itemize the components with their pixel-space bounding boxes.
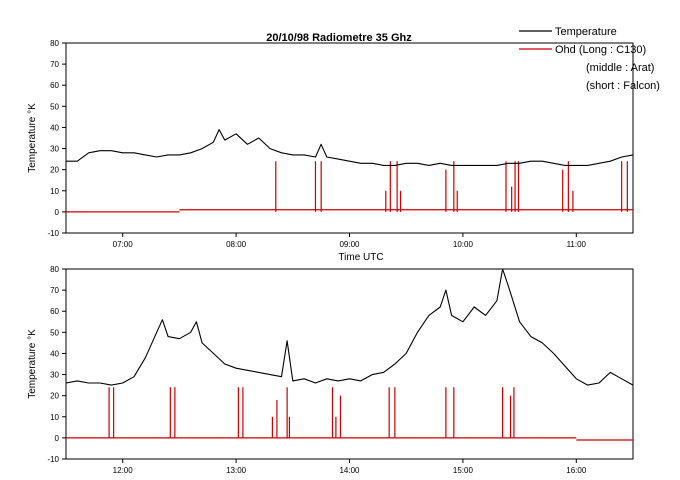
bottom-y-tick-label: 40 [50,349,59,358]
top-y-tick-label: -10 [47,229,59,238]
bottom-y-tick-label: 20 [50,392,59,401]
bottom-x-tick-label: 14:00 [339,466,360,475]
top-x-tick-label: 07:00 [113,240,134,249]
top-x-tick-label: 11:00 [567,240,587,249]
top-y-tick-label: 20 [50,166,59,175]
bottom-y-axis-label: Temperature °K [27,329,38,399]
bottom-x-tick-label: 15:00 [453,466,474,475]
bottom-y-tick-label: 30 [50,371,59,380]
bottom-y-tick-label: 80 [50,265,59,274]
bottom-y-tick-label: 60 [50,307,59,316]
legend-label-temperature: Temperature [555,26,617,38]
top-panel: Temperature °K Time UTC -10 0 10 20 30 40 50 60… [27,39,634,263]
bottom-plot-frame [65,268,634,460]
top-y-tick-label: 0 [55,208,60,217]
top-y-tick-label: 80 [50,39,59,48]
bottom-y-tick-label: 70 [50,286,59,295]
bottom-y-tick-label: 50 [50,328,59,337]
chart-title: 20/10/98 Radiometre 35 Ghz [266,32,412,44]
top-plot-frame [65,42,634,234]
bottom-y-tick-label: -10 [47,455,59,464]
bottom-temperature-line [65,268,634,386]
legend-label-ohd: Ohd (Long : C130) [555,44,646,56]
top-y-tick-label: 10 [50,187,59,196]
bottom-panel: Temperature °K -10 0 10 20 30 40 50 60 70 80 12:00… [27,265,634,475]
top-y-tick-label: 30 [50,145,59,154]
bottom-x-tick-label: 13:00 [226,466,247,475]
bottom-x-tick-label: 16:00 [566,466,587,475]
top-y-tick-label: 60 [50,81,59,90]
bottom-x-tick-label: 12:00 [113,466,134,475]
top-y-tick-label: 70 [50,60,59,69]
top-x-tick-label: 09:00 [339,240,360,249]
legend: Temperature Ohd (Long : C130) (middle : … [519,26,660,92]
bottom-y-tick-label: 0 [55,434,60,443]
top-x-tick-label: 10:00 [453,240,474,249]
legend-note-short: (short : Falcon) [586,80,660,92]
top-x-tick-label: 08:00 [226,240,247,249]
bottom-y-tick-label: 10 [50,413,59,422]
top-y-tick-label: 50 [50,102,59,111]
top-y-tick-label: 40 [50,123,59,132]
top-temperature-line [66,129,634,166]
top-y-axis-label: Temperature °K [27,103,38,173]
top-x-axis-label: Time UTC [338,252,383,263]
legend-note-middle: (middle : Arat) [586,62,654,74]
